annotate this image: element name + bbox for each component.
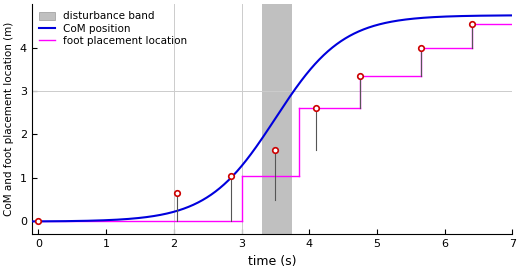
X-axis label: time (s): time (s) [248, 255, 296, 268]
Y-axis label: CoM and foot placement location (m): CoM and foot placement location (m) [4, 22, 14, 217]
Bar [262, 4, 292, 234]
Legend: disturbance band, CoM position, foot placement location: disturbance band, CoM position, foot pla… [37, 9, 189, 48]
